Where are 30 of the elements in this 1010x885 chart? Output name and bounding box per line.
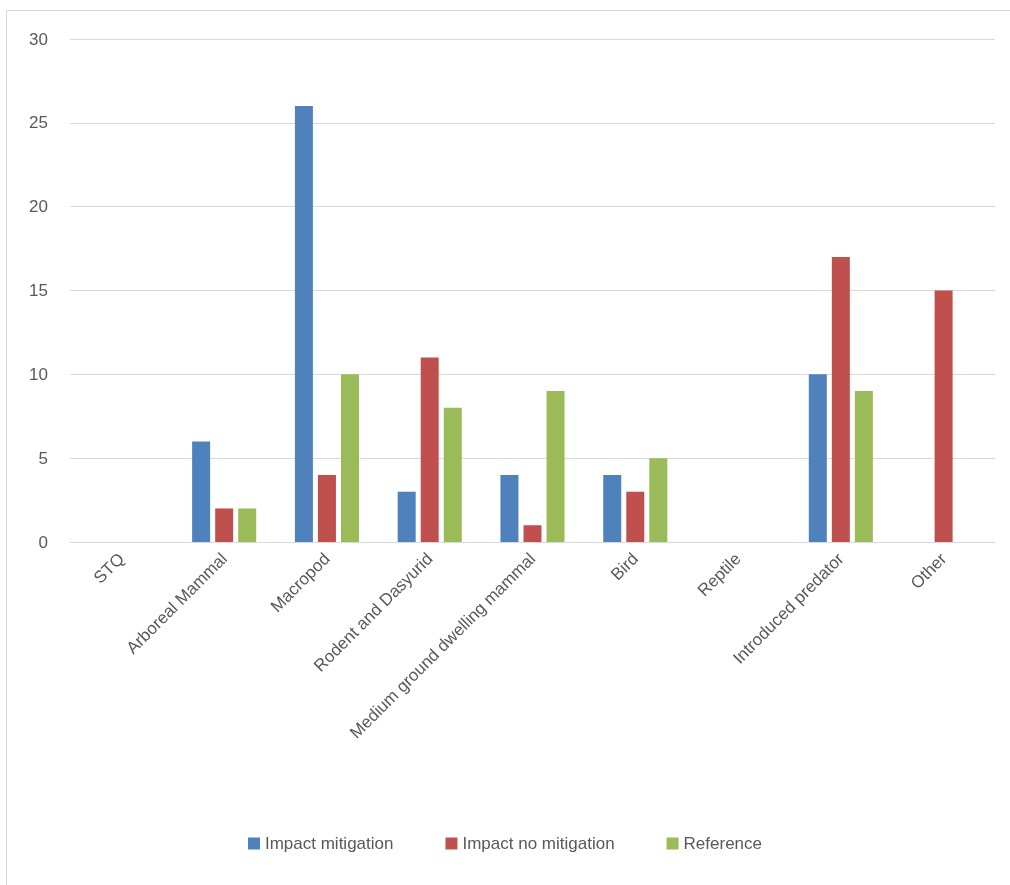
bar	[523, 525, 542, 542]
bar	[420, 357, 439, 542]
legend-label: Reference	[683, 834, 763, 853]
x-tick-label: Bird	[607, 549, 642, 585]
bar	[397, 491, 416, 542]
bar	[443, 407, 462, 542]
bar	[294, 106, 313, 542]
y-tick-label: 20	[29, 197, 48, 217]
bar	[317, 474, 336, 542]
bar	[934, 290, 953, 542]
legend-label: Impact no mitigation	[462, 834, 615, 853]
bar	[603, 474, 622, 542]
y-tick-label: 5	[38, 448, 48, 468]
bar	[192, 441, 211, 542]
bar	[238, 508, 257, 542]
legend-label: Impact mitigation	[264, 834, 394, 853]
bar	[626, 491, 645, 542]
y-tick-label: 30	[29, 29, 48, 49]
bar	[831, 256, 850, 542]
bar	[546, 391, 565, 542]
bar	[215, 508, 234, 542]
bar	[808, 374, 827, 542]
y-tick-label: 10	[29, 364, 48, 384]
y-tick-label: 15	[29, 281, 48, 300]
bar	[649, 458, 668, 542]
bar	[340, 374, 359, 542]
bar	[854, 391, 873, 542]
bar	[500, 474, 519, 542]
y-tick-label: 25	[29, 113, 48, 133]
y-tick-label: 0	[38, 532, 48, 552]
